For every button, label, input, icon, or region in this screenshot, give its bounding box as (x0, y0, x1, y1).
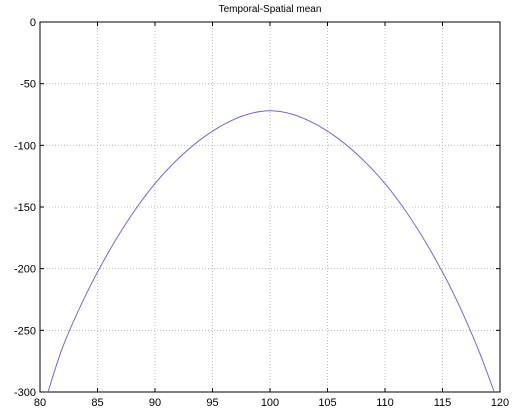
y-tick-label: -200 (14, 264, 36, 276)
x-tick-label: 120 (491, 397, 509, 409)
y-tick-label: -250 (14, 325, 36, 337)
axis-ticks (39, 21, 501, 393)
y-tick-label: -150 (14, 202, 36, 214)
x-tick-label: 85 (91, 397, 103, 409)
x-tick-label: 105 (318, 397, 336, 409)
y-tick-label: -300 (14, 387, 36, 399)
x-tick-label: 100 (261, 397, 279, 409)
chart-title: Temporal-Spatial mean (219, 4, 322, 15)
x-tick-label: 80 (34, 397, 46, 409)
y-tick-label: -50 (20, 79, 36, 91)
tick-labels: 80 85 90 95 100 105 110 115 120 0 -50 -100 -150 -200 -… (14, 17, 509, 409)
series-line-0 (47, 110, 495, 392)
x-tick-label: 110 (376, 397, 394, 409)
x-tick-label: 115 (434, 397, 452, 409)
plot-area (39, 21, 501, 393)
y-tick-label: -100 (14, 140, 36, 152)
x-tick-label: 95 (206, 397, 218, 409)
x-tick-label: 90 (149, 397, 161, 409)
series-layer (47, 110, 495, 392)
y-tick-label: 0 (30, 17, 36, 29)
